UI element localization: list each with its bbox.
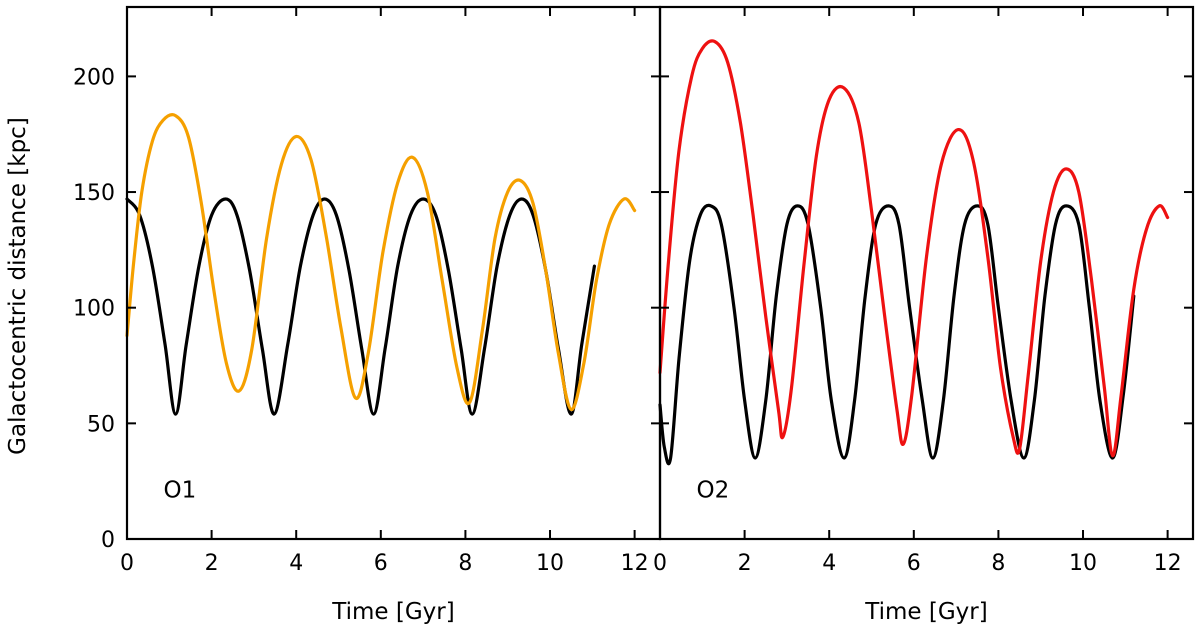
- panel-o2: 0 2 4 6 8 10 12 Time [Gyr] O2: [653, 5, 1195, 625]
- o1-panel-label: O1: [164, 477, 197, 503]
- o2-series-reference: [658, 203, 1136, 466]
- o1-x-axis-title: Time [Gyr]: [331, 599, 454, 625]
- o2-x-tick-label: 8: [991, 551, 1005, 576]
- o1-x-tick-label: 0: [120, 551, 134, 576]
- o1-y-tick-label: 0: [101, 528, 115, 553]
- y-axis-title: Galactocentric distance [kpc]: [5, 117, 31, 455]
- o1-y-tick-label: 50: [87, 412, 115, 437]
- o1-x-tick-label: 8: [458, 551, 472, 576]
- o1-y-tick-label: 100: [73, 297, 115, 322]
- o1-y-tick-label: 200: [73, 65, 115, 90]
- o1-series-o1: [125, 113, 637, 412]
- o2-x-tick-label: 0: [653, 551, 667, 576]
- o2-plot-frame: [658, 5, 1195, 541]
- o2-x-tick-label: 2: [738, 551, 752, 576]
- o2-x-tick-label: 12: [1154, 551, 1182, 576]
- o1-y-tick-label: 150: [73, 181, 115, 206]
- o1-x-tick-label: 10: [536, 551, 564, 576]
- o2-x-axis-title: Time [Gyr]: [864, 599, 987, 625]
- o1-plot-frame: [125, 5, 662, 541]
- o2-x-tick-label: 6: [907, 551, 921, 576]
- o1-x-tick-label: 2: [205, 551, 219, 576]
- o2-x-tick-label: 4: [822, 551, 836, 576]
- o2-x-tick-label: 10: [1069, 551, 1097, 576]
- o1-x-tick-label: 6: [374, 551, 388, 576]
- o1-x-tick-label: 4: [289, 551, 303, 576]
- o2-series-o2: [658, 39, 1170, 458]
- o1-x-tick-label: 12: [621, 551, 649, 576]
- o1-series-reference: [125, 197, 596, 416]
- panel-o1: 0 2 4 6 8 10 12 0 50 100 150 200 Time [Gyr] O1: [73, 5, 662, 625]
- o2-panel-label: O2: [697, 477, 730, 503]
